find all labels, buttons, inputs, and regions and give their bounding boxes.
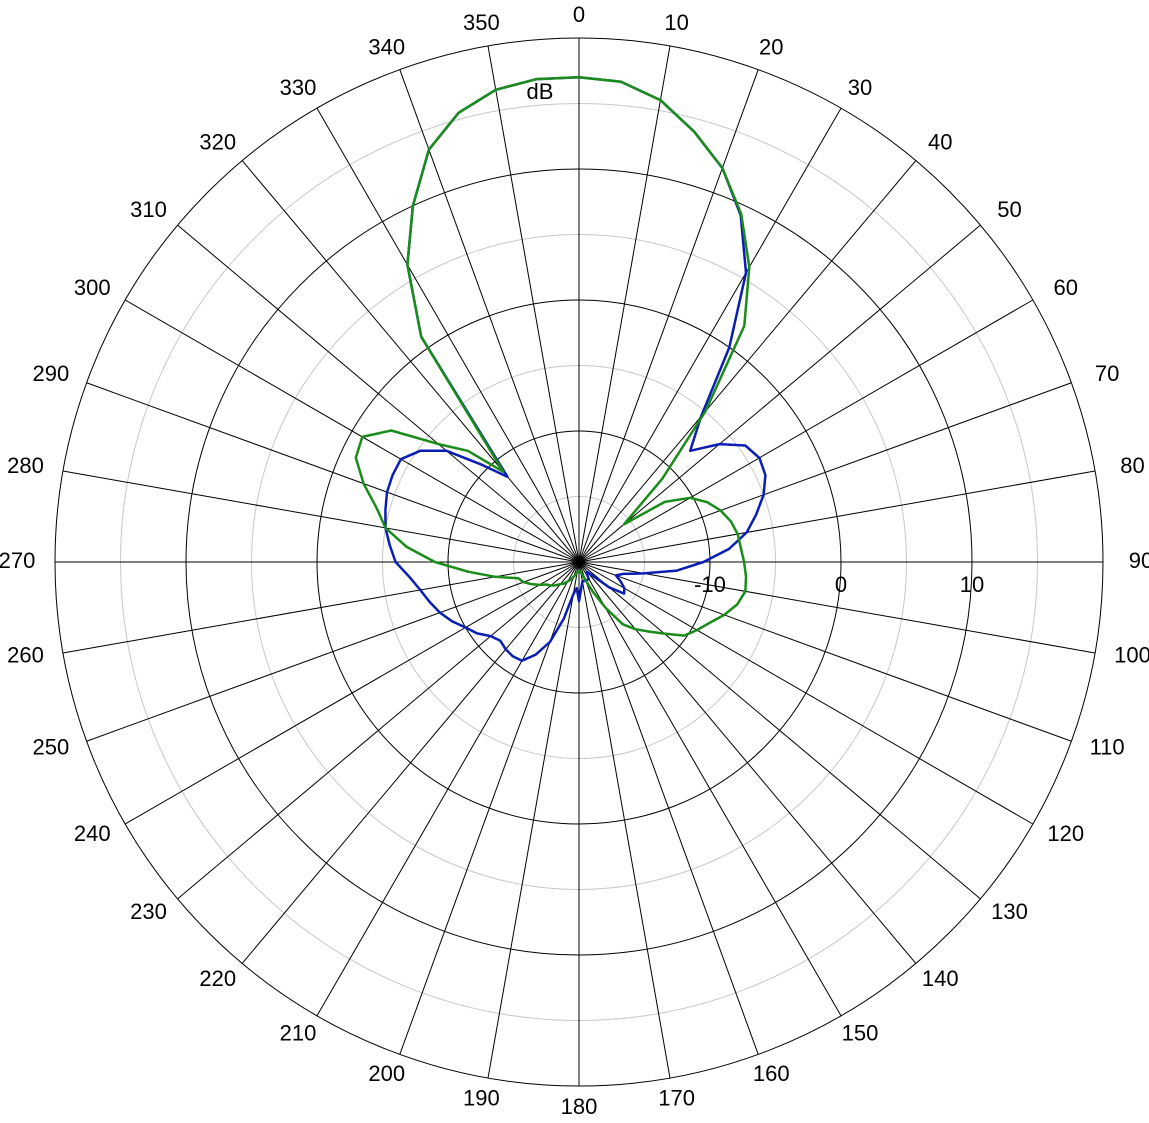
angle-tick-label: 320 <box>199 130 236 155</box>
angle-tick-label: 90 <box>1129 548 1149 573</box>
angle-grid-line <box>86 382 580 563</box>
angle-tick-label: 300 <box>74 275 111 300</box>
angle-grid-line <box>399 69 580 563</box>
angle-grid-line <box>578 299 1034 563</box>
angle-tick-label: 290 <box>33 361 70 386</box>
angle-grid-line <box>578 561 1096 654</box>
angle-grid-line <box>578 561 1034 825</box>
angle-grid-line <box>316 107 580 563</box>
angle-tick-label: 140 <box>922 966 959 991</box>
angle-tick-label: 120 <box>1047 821 1084 846</box>
angle-grid-line <box>578 45 671 563</box>
angle-tick-label: 340 <box>368 35 405 60</box>
angle-grid-line <box>487 45 580 563</box>
angle-grid-line <box>578 561 671 1079</box>
angle-tick-label: 310 <box>130 197 167 222</box>
angle-tick-label: 330 <box>280 75 317 100</box>
angle-grid-line <box>578 561 981 900</box>
angle-grid-line <box>578 160 917 563</box>
angle-tick-label: 0 <box>573 2 585 27</box>
angle-grid-line <box>316 561 580 1017</box>
angle-grid-line <box>86 561 580 742</box>
angle-tick-label: 30 <box>848 75 872 100</box>
angle-grid-line <box>124 561 580 825</box>
angle-tick-label: 270 <box>0 548 35 573</box>
angle-grid-line <box>241 160 580 563</box>
angle-tick-label: 230 <box>130 899 167 924</box>
angle-tick-label: 250 <box>33 735 70 760</box>
angle-grid-line <box>578 561 759 1055</box>
angle-tick-label: 50 <box>997 197 1021 222</box>
angle-tick-label: 200 <box>368 1061 405 1086</box>
angle-tick-label: 60 <box>1053 275 1077 300</box>
angle-tick-label: 40 <box>928 130 952 155</box>
angle-tick-label: 150 <box>842 1021 879 1046</box>
angle-grid-line <box>578 107 842 563</box>
angle-tick-label: 190 <box>463 1086 500 1111</box>
angle-tick-label: 20 <box>759 35 783 60</box>
angle-tick-label: 70 <box>1095 361 1119 386</box>
r-tick-label: 0 <box>835 572 847 597</box>
angle-tick-label: 80 <box>1120 453 1144 478</box>
r-tick-label: 10 <box>960 572 984 597</box>
angle-tick-label: 10 <box>664 10 688 35</box>
angle-tick-label: 110 <box>1090 735 1125 760</box>
series-line <box>354 76 751 637</box>
angle-tick-label: 240 <box>74 821 111 846</box>
angle-tick-label: 160 <box>753 1061 790 1086</box>
angle-grid-line <box>241 561 580 964</box>
angle-grid-line <box>578 382 1072 563</box>
angle-tick-label: 220 <box>199 966 236 991</box>
angle-tick-label: 170 <box>658 1086 695 1111</box>
series-line <box>384 76 767 662</box>
angle-grid-line <box>578 470 1096 563</box>
r-tick-label: -10 <box>694 572 726 597</box>
r-axis-label: dB <box>527 79 554 104</box>
angle-tick-label: 280 <box>7 453 44 478</box>
angle-tick-label: 100 <box>1114 643 1149 668</box>
angle-tick-label: 260 <box>7 643 44 668</box>
angle-grid-line <box>487 561 580 1079</box>
angle-grid-line <box>62 470 580 563</box>
angle-tick-label: 210 <box>280 1021 317 1046</box>
angle-grid-line <box>578 561 917 964</box>
angle-grid-line <box>578 69 759 563</box>
angle-tick-label: 180 <box>561 1094 598 1119</box>
angle-grid-line <box>124 299 580 563</box>
angle-grid-line <box>177 561 580 900</box>
angle-grid-line <box>177 224 580 563</box>
angle-tick-label: 350 <box>463 10 500 35</box>
angle-grid-line <box>578 561 1072 742</box>
angle-grid-line <box>62 561 580 654</box>
angle-grid-line <box>578 561 842 1017</box>
angle-grid-line <box>578 224 981 563</box>
angle-tick-label: 130 <box>991 899 1028 924</box>
